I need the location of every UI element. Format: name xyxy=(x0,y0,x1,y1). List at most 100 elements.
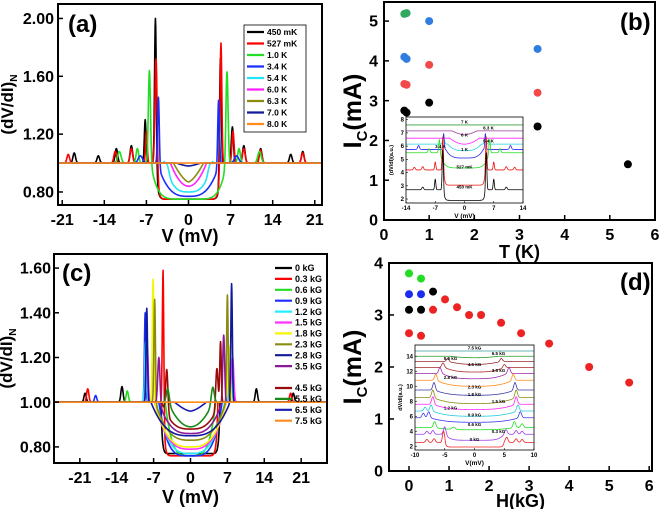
y-tick-label: 2 xyxy=(410,444,414,450)
inset-curve-label: 1.5 kG xyxy=(492,399,506,404)
inset-series-line-12 xyxy=(415,426,534,441)
inset-curve-label: 6.3 K xyxy=(483,125,495,130)
x-axis-label: V (mV) xyxy=(162,487,219,507)
legend-item: 6.5 kG xyxy=(275,405,322,415)
y-tick-label: 1 xyxy=(369,173,378,190)
legend-label: 3.4 K xyxy=(267,61,288,71)
inset-series-line-7 xyxy=(415,389,534,404)
inset-curve-label: 3.5 kG xyxy=(492,368,506,373)
x-tick-label: -14 xyxy=(402,206,411,212)
x-tick-label: 0 xyxy=(473,453,477,459)
y-axis-label-subscript: N xyxy=(9,74,20,81)
legend-label: 1.8 kG xyxy=(295,329,322,339)
inset-curve-label: 1 K xyxy=(461,147,469,152)
inset-curve-label: 6 K xyxy=(461,133,469,138)
y-tick-label: 1.60 xyxy=(20,261,51,278)
plot-area xyxy=(400,9,632,169)
x-tick-label: -21 xyxy=(51,212,74,229)
panel-label: (a) xyxy=(68,11,97,38)
y-tick-label: 7 xyxy=(401,131,405,137)
y-axis-label: (dV/dI)N xyxy=(0,74,20,134)
data-point-series-0 xyxy=(585,363,594,371)
legend-item: 3.5 kG xyxy=(275,361,322,371)
legend-item: 0 kG xyxy=(275,263,315,273)
legend-label: 5.5 kG xyxy=(295,394,322,404)
x-tick-label: -14 xyxy=(93,212,116,229)
inset-curve-label: 7 K xyxy=(461,119,469,124)
y-tick-label: 4 xyxy=(374,256,383,273)
inset-series-line-3 xyxy=(415,362,534,373)
x-tick-label: 7 xyxy=(492,206,496,212)
y-tick-label: 8 xyxy=(410,399,414,405)
data-point-series-0 xyxy=(623,160,632,169)
legend-item: 1.8 kG xyxy=(275,329,322,339)
inset-series-line-2 xyxy=(415,358,534,365)
inset-curve-label: 2.3 kG xyxy=(468,385,482,390)
data-point-series-0 xyxy=(465,311,474,319)
y-tick-label: 0 xyxy=(374,464,383,481)
inset-curve-label: 0.6 kG xyxy=(468,422,482,427)
inset-series-line-5 xyxy=(415,373,534,387)
inset-series-line-6 xyxy=(406,136,523,186)
panel-label: (d) xyxy=(620,269,651,296)
inset-curve-label: 6.5 kG xyxy=(492,351,506,356)
legend-label: 0 kG xyxy=(295,263,315,273)
data-point-series-0 xyxy=(405,329,414,338)
legend-item: 4.5 kG xyxy=(275,383,322,393)
y-tick-label: 0.80 xyxy=(23,185,54,202)
legend-label: 7.0 K xyxy=(267,107,288,117)
y-tick-label: 3 xyxy=(369,93,378,110)
legend-item: 5.5 kG xyxy=(275,394,322,404)
inset-b: 7 K 6.3 K 6 K 5.4 K 3.4 K 1 K 527 mK 450 mK -14 -… xyxy=(389,116,527,220)
x-tick-label: -21 xyxy=(68,470,91,487)
legend-item: 6.3 K xyxy=(247,96,288,106)
legend-label: 6.5 kG xyxy=(295,405,322,415)
legend-label: 7.5 kG xyxy=(295,416,322,426)
legend-label: 0.6 kG xyxy=(295,285,322,295)
y-tick-label: 12 xyxy=(406,369,413,375)
legend-label: 450 mK xyxy=(267,27,298,37)
inset-background xyxy=(406,117,523,203)
inset-series-line-4 xyxy=(415,367,534,380)
data-point-series-0 xyxy=(497,318,506,327)
data-point-series-0 xyxy=(625,378,634,387)
panel-c: -21 -14 -7 0 7 14 21 0.80 1.00 1.20 1.40 1.60 V (mV)… xyxy=(0,253,328,507)
inset-x-axis-label: V(mV) xyxy=(465,460,484,467)
plot-area xyxy=(58,17,322,201)
data-point-series-1 xyxy=(405,305,414,314)
y-axis-label-unit: (mA) xyxy=(339,74,367,131)
x-tick-label: 14 xyxy=(520,206,527,212)
legend-item: 0.3 kG xyxy=(275,274,322,284)
inset-curve-label: 0.3 kG xyxy=(492,429,506,434)
y-tick-label: 5 xyxy=(401,157,405,163)
y-tick-label: 1.60 xyxy=(23,69,54,86)
data-point-series-2 xyxy=(402,54,411,63)
plot-area xyxy=(405,269,634,387)
legend-label: 0.3 kG xyxy=(295,274,322,284)
y-tick-label: 3 xyxy=(401,184,405,190)
y-axis-label: IC(mA) xyxy=(339,74,371,149)
inset-curve-label: 5.5 kG xyxy=(444,356,458,361)
x-tick-label: 14 xyxy=(264,212,282,229)
y-axis-label-main: (dV/dI) xyxy=(0,336,16,389)
x-tick-label: 7 xyxy=(226,212,235,229)
inset-series-line-1 xyxy=(415,355,534,359)
legend-item: 3.4 K xyxy=(247,61,288,71)
legend-label: 1.5 kG xyxy=(295,318,322,328)
inset-series-line-1 xyxy=(406,130,523,136)
data-point-series-2 xyxy=(533,44,542,53)
x-tick-label: 0 xyxy=(186,470,195,487)
x-tick-label: 0 xyxy=(463,206,467,212)
inset-curve-label: 7.5 kG xyxy=(468,346,482,351)
x-tick-label: 1 xyxy=(445,478,454,495)
inset-series-line-9 xyxy=(415,404,534,417)
data-point-series-0 xyxy=(453,303,462,312)
legend-label: 3.5 kG xyxy=(295,361,322,371)
y-tick-label: 5 xyxy=(369,14,378,31)
inset-curve-label: 1.2 kG xyxy=(444,406,458,411)
panel-label: (b) xyxy=(620,9,651,36)
x-tick-label: 3 xyxy=(525,478,534,495)
legend-label: 6.0 K xyxy=(267,84,288,94)
x-tick-label: 6 xyxy=(651,227,660,244)
